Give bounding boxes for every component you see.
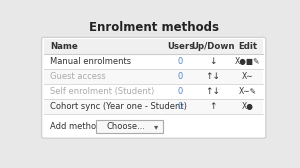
Text: 0: 0 xyxy=(178,57,183,66)
Text: ▾: ▾ xyxy=(154,122,158,131)
Text: Cohort sync (Year one - Student): Cohort sync (Year one - Student) xyxy=(50,102,187,111)
Text: Guest access: Guest access xyxy=(50,72,106,81)
Bar xyxy=(44,54,263,69)
Bar xyxy=(44,69,263,84)
Text: X●: X● xyxy=(242,102,254,111)
Text: ↑: ↑ xyxy=(209,102,217,111)
Text: Enrolment methods: Enrolment methods xyxy=(89,21,219,34)
FancyBboxPatch shape xyxy=(96,120,163,133)
Text: X∼: X∼ xyxy=(242,72,254,81)
Text: Name: Name xyxy=(50,42,78,51)
Text: 0: 0 xyxy=(178,72,183,81)
Text: ↑↓: ↑↓ xyxy=(206,87,220,96)
Text: Self enrolment (Student): Self enrolment (Student) xyxy=(50,87,154,96)
Text: ↑↓: ↑↓ xyxy=(206,72,220,81)
Text: ↓: ↓ xyxy=(209,57,217,66)
Bar xyxy=(44,39,263,54)
Text: Manual enrolments: Manual enrolments xyxy=(50,57,131,66)
Bar xyxy=(44,84,263,99)
Text: X∼✎: X∼✎ xyxy=(239,87,257,96)
Bar xyxy=(44,99,263,114)
Text: Users: Users xyxy=(167,42,194,51)
Text: Up/Down: Up/Down xyxy=(191,42,235,51)
Text: Add method: Add method xyxy=(50,122,102,131)
Text: X●■✎: X●■✎ xyxy=(235,57,261,66)
Text: Choose...: Choose... xyxy=(106,122,145,131)
Text: Edit: Edit xyxy=(238,42,257,51)
Text: 0: 0 xyxy=(178,102,183,111)
Text: 0: 0 xyxy=(178,87,183,96)
FancyBboxPatch shape xyxy=(42,37,266,138)
